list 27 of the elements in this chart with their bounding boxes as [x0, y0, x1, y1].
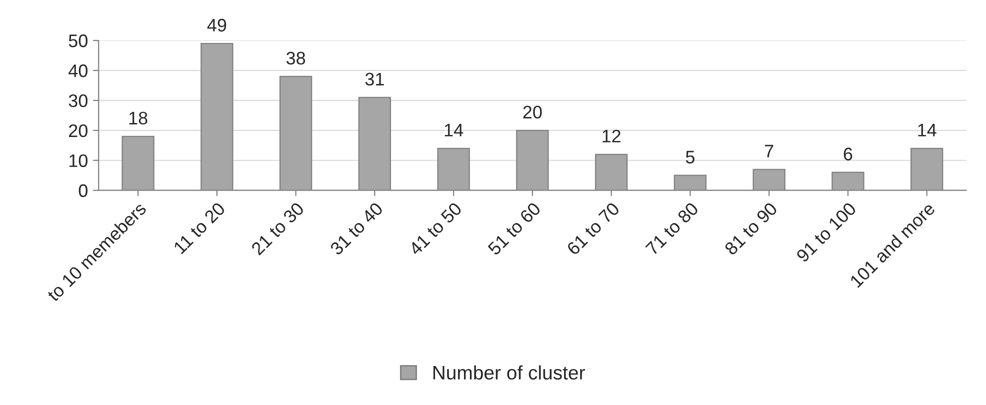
- data-label: 49: [207, 18, 226, 32]
- data-label: 18: [129, 112, 148, 124]
- data-label: 7: [764, 144, 774, 158]
- x-tick-label: 81 to 90: [724, 202, 778, 256]
- x-tick-label: 61 to 70: [566, 202, 620, 256]
- x-tick-label: 31 to 40: [329, 202, 384, 256]
- y-tick-label: 20: [69, 124, 88, 138]
- y-tick-label: 10: [69, 154, 88, 168]
- data-label: 31: [365, 72, 384, 86]
- x-tick-label: 21 to 30: [250, 202, 305, 256]
- legend-label: Number of cluster: [433, 365, 585, 380]
- x-tick-label: 41 to 50: [408, 202, 462, 256]
- data-label: 14: [444, 124, 464, 136]
- data-label: 20: [523, 106, 542, 119]
- y-tick-label: 50: [68, 34, 88, 48]
- data-label: 5: [686, 150, 694, 164]
- x-tick-label: 51 to 60: [487, 202, 542, 256]
- y-tick-label: 30: [68, 94, 88, 108]
- data-label: 12: [602, 130, 620, 142]
- data-label: 6: [844, 148, 852, 160]
- x-tick-label: 11 to 20: [173, 202, 226, 254]
- y-tick-label: 40: [68, 64, 88, 78]
- y-tick-label: 0: [78, 184, 88, 198]
- data-label: 38: [286, 52, 306, 65]
- x-tick-label: 91 to 100: [796, 202, 857, 263]
- data-label: 14: [918, 124, 936, 136]
- x-tick-label: 71 to 80: [645, 202, 700, 256]
